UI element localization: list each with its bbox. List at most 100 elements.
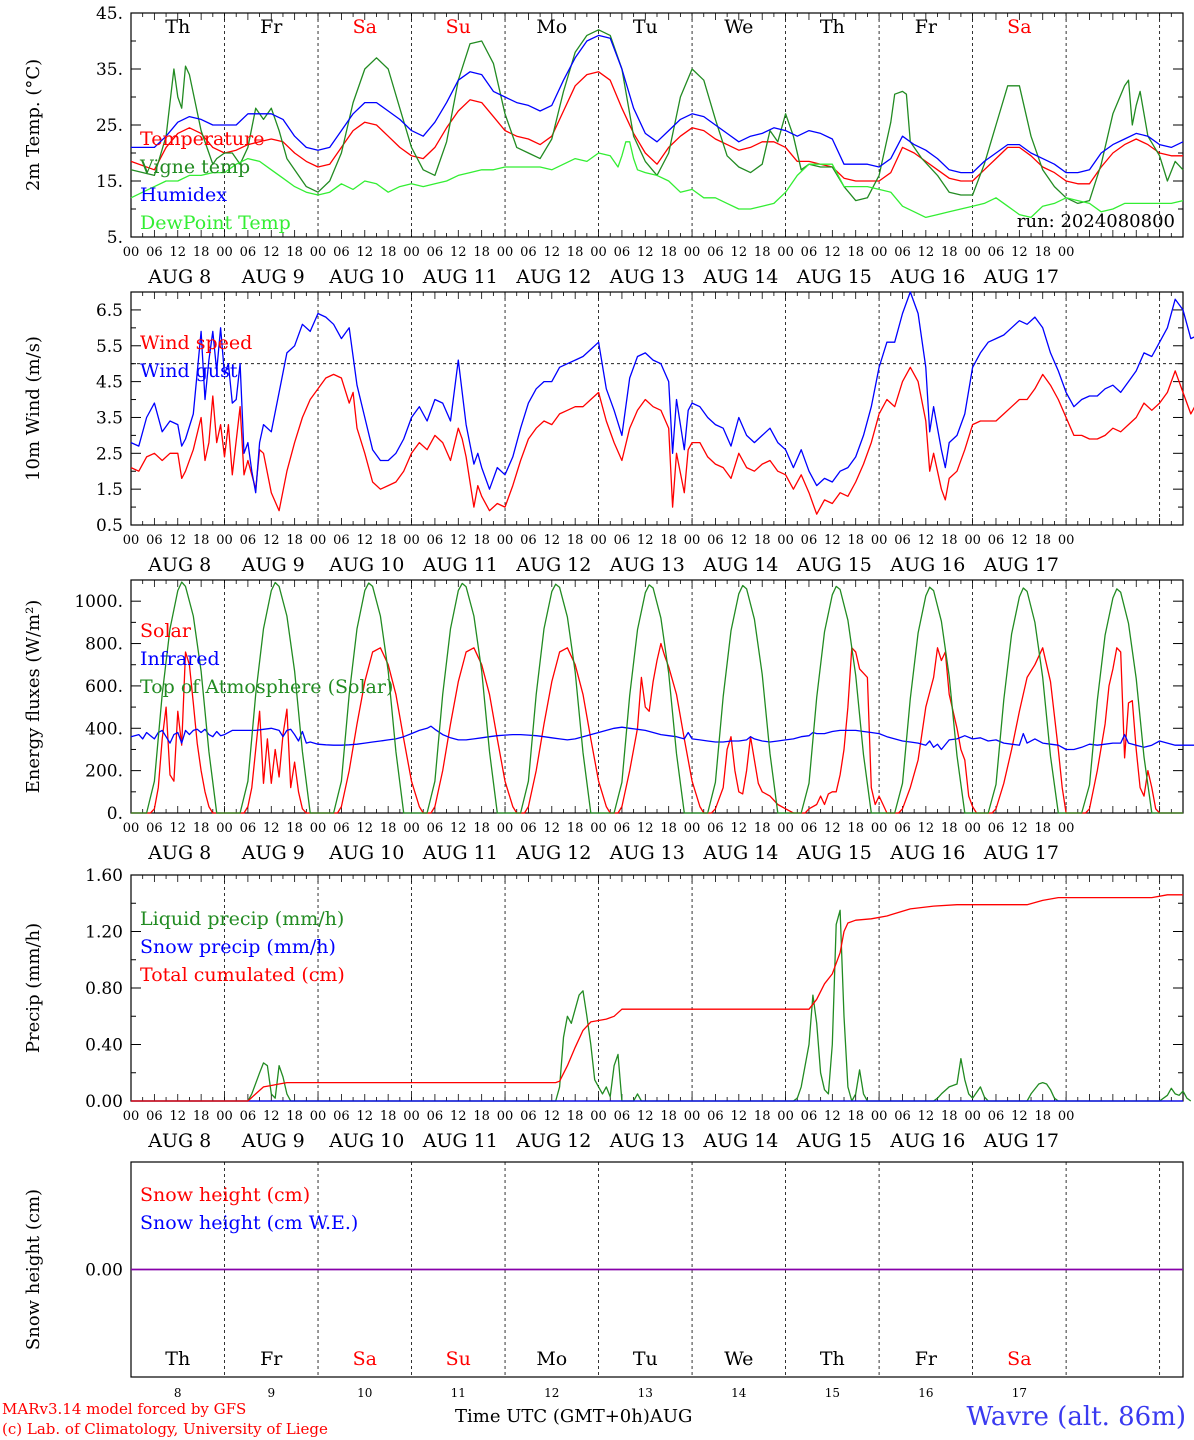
hour-label: 12 <box>637 245 654 260</box>
hour-label: 00 <box>590 533 607 548</box>
hour-label: 12 <box>731 821 748 836</box>
hour-label: 18 <box>286 533 303 548</box>
hour-label: 00 <box>777 1109 794 1124</box>
run-label: run: 2024080800 <box>1017 211 1175 232</box>
hour-label: 12 <box>450 533 467 548</box>
day-name: Sa <box>353 1348 377 1370</box>
day-name: Fr <box>915 16 938 38</box>
legend-solar: Solar <box>140 620 192 642</box>
hour-label: 00 <box>216 1109 233 1124</box>
hour-label: 18 <box>193 245 210 260</box>
day-name: Th <box>820 1348 845 1370</box>
date-label: AUG 15 <box>796 1130 872 1152</box>
y-tick-label: 0. <box>107 804 123 824</box>
hour-label: 12 <box>263 1109 280 1124</box>
date-label: AUG 14 <box>702 554 778 576</box>
date-label: AUG 13 <box>609 842 685 864</box>
hour-label: 12 <box>544 821 561 836</box>
hour-label: 18 <box>754 533 771 548</box>
hour-label: 00 <box>964 821 981 836</box>
hour-label: 18 <box>193 533 210 548</box>
y-tick-label: 1.5 <box>96 480 123 500</box>
hour-label: 00 <box>403 821 420 836</box>
hour-label: 00 <box>684 821 701 836</box>
hour-label: 00 <box>684 1109 701 1124</box>
hour-label: 18 <box>660 533 677 548</box>
hour-label: 06 <box>801 821 818 836</box>
date-label: AUG 9 <box>241 842 305 864</box>
hour-label: 00 <box>871 821 888 836</box>
legend-wind_gust: Wind gust <box>140 360 238 382</box>
hour-label: 00 <box>123 821 140 836</box>
hour-label: 18 <box>941 245 958 260</box>
hour-label: 06 <box>240 1109 257 1124</box>
hour-label: 06 <box>894 245 911 260</box>
y-tick-label: 600. <box>85 677 123 697</box>
day-name: Th <box>820 16 845 38</box>
series-line-wind_speed <box>130 366 1194 515</box>
hour-label: 06 <box>520 1109 537 1124</box>
y-tick-label: 6.5 <box>96 301 123 321</box>
hour-label: 06 <box>707 821 724 836</box>
hour-label: 06 <box>614 821 631 836</box>
hour-label: 18 <box>473 1109 490 1124</box>
date-label: AUG 16 <box>889 554 965 576</box>
hour-label: 12 <box>731 245 748 260</box>
day-number: 15 <box>825 1386 840 1400</box>
hour-label: 00 <box>590 245 607 260</box>
legend-snow_we: Snow height (cm W.E.) <box>140 1212 358 1234</box>
hour-label: 12 <box>169 821 186 836</box>
series-line-solar <box>131 642 1183 814</box>
hour-label: 00 <box>1058 1109 1075 1124</box>
legend-dewpoint: DewPoint Temp <box>140 212 291 234</box>
hour-label: 12 <box>263 821 280 836</box>
hour-label: 12 <box>169 533 186 548</box>
y-tick-label: 1000. <box>74 592 123 612</box>
legend-snow_height: Snow height (cm) <box>140 1184 310 1206</box>
series-line-cumulated <box>131 894 1183 1102</box>
legend-infrared: Infrared <box>140 648 220 670</box>
y-tick-label: 0.80 <box>85 979 123 999</box>
y-tick-label: 0.5 <box>96 516 123 536</box>
hour-label: 18 <box>286 245 303 260</box>
y-axis-label: Energy fluxes (W/m²) <box>23 600 44 794</box>
hour-label: 12 <box>450 245 467 260</box>
y-tick-label: 400. <box>85 719 123 739</box>
hour-label: 00 <box>871 245 888 260</box>
hour-label: 00 <box>123 533 140 548</box>
hour-label: 06 <box>614 533 631 548</box>
hour-label: 06 <box>894 821 911 836</box>
day-name: Sa <box>353 16 377 38</box>
y-tick-label: 15. <box>96 172 123 192</box>
hour-label: 06 <box>707 245 724 260</box>
day-number: 12 <box>544 1386 559 1400</box>
hour-label: 06 <box>240 821 257 836</box>
hour-label: 12 <box>263 533 280 548</box>
hour-label: 18 <box>380 245 397 260</box>
day-name: Th <box>165 1348 190 1370</box>
hour-label: 18 <box>660 821 677 836</box>
y-tick-label: 45. <box>96 4 123 24</box>
date-label: AUG 8 <box>147 1130 211 1152</box>
date-label: AUG 10 <box>328 842 404 864</box>
hour-label: 18 <box>380 1109 397 1124</box>
day-name: Tu <box>633 16 658 38</box>
hour-label: 12 <box>918 245 935 260</box>
station-name: Wavre (alt. 86m) <box>966 1402 1186 1432</box>
hour-label: 18 <box>193 1109 210 1124</box>
hour-label: 18 <box>847 245 864 260</box>
hour-label: 06 <box>146 245 163 260</box>
day-number: 16 <box>918 1386 933 1400</box>
y-tick-label: 2.5 <box>96 444 123 464</box>
hour-label: 18 <box>567 533 584 548</box>
date-label: AUG 11 <box>422 842 498 864</box>
hour-label: 00 <box>497 821 514 836</box>
hour-label: 00 <box>310 1109 327 1124</box>
hour-label: 18 <box>847 533 864 548</box>
legend-snow_precip: Snow precip (mm/h) <box>140 936 336 958</box>
y-axis-label: 10m Wind (m/s) <box>23 336 44 481</box>
hour-label: 18 <box>380 533 397 548</box>
hour-label: 00 <box>216 245 233 260</box>
hour-label: 06 <box>801 245 818 260</box>
hour-label: 12 <box>918 1109 935 1124</box>
